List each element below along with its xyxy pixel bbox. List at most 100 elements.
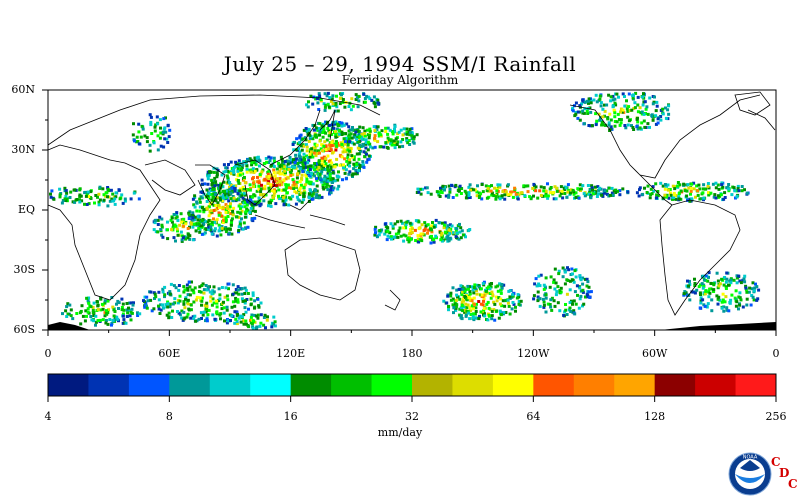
rain-pixel	[255, 326, 258, 330]
rain-pixel	[440, 231, 444, 235]
rain-pixel	[205, 206, 209, 210]
rain-pixel	[451, 303, 455, 307]
rain-pixel	[218, 293, 222, 297]
rain-pixel	[259, 321, 263, 325]
rain-pixel	[645, 191, 649, 194]
rain-pixel	[463, 289, 467, 293]
rain-pixel	[338, 96, 342, 100]
rain-pixel	[721, 292, 725, 296]
rain-pixel	[328, 172, 332, 176]
rain-pixel	[210, 223, 214, 227]
rain-pixel	[173, 297, 177, 301]
rain-pixel	[468, 196, 472, 199]
rain-pixel	[495, 299, 499, 303]
rain-pixel	[162, 306, 166, 310]
rain-pixel	[405, 220, 409, 224]
rain-pixel	[345, 122, 349, 126]
rain-pixel	[236, 210, 240, 214]
rain-pixel	[371, 146, 375, 150]
rain-pixel	[553, 304, 557, 308]
rain-pixel	[327, 169, 331, 173]
rain-pixel	[264, 157, 268, 160]
rain-pixel	[299, 183, 303, 187]
rain-pixel	[210, 181, 214, 185]
rain-pixel	[211, 192, 215, 196]
rain-pixel	[261, 168, 265, 172]
rain-pixel	[295, 191, 298, 195]
rain-pixel	[304, 175, 308, 178]
rain-pixel	[149, 120, 153, 124]
rain-pixel	[467, 185, 471, 189]
rain-pixel	[484, 184, 488, 188]
rain-pixel	[627, 92, 631, 96]
rain-pixel	[352, 142, 356, 146]
rain-pixel	[429, 192, 433, 196]
rain-pixel	[315, 143, 319, 147]
rain-pixel	[560, 189, 564, 193]
cdc-letter-c1: C	[771, 455, 781, 469]
rain-pixel	[254, 162, 258, 166]
rain-pixel	[315, 168, 319, 172]
rain-pixel	[644, 107, 648, 111]
rain-pixel	[488, 287, 492, 291]
rain-pixel	[461, 309, 465, 313]
rain-pixel	[573, 312, 577, 316]
rain-pixel	[284, 183, 288, 187]
rain-pixel	[191, 197, 195, 201]
rain-pixel	[350, 173, 354, 177]
rain-pixel	[125, 302, 129, 305]
rain-pixel	[340, 93, 343, 97]
rain-pixel	[304, 165, 308, 169]
rain-pixel	[106, 299, 110, 303]
rain-pixel	[191, 216, 195, 220]
rain-pixel	[445, 301, 449, 305]
rain-pixel	[106, 204, 110, 208]
rain-pixel	[116, 317, 120, 321]
rain-pixel	[390, 130, 394, 134]
rain-pixel	[298, 180, 302, 183]
rain-pixel	[176, 310, 179, 313]
rain-pixel	[459, 306, 463, 310]
rain-pixel	[328, 175, 332, 179]
rain-pixel	[137, 197, 141, 201]
rain-pixel	[578, 276, 582, 280]
rain-pixel	[172, 284, 176, 288]
rain-pixel	[171, 302, 175, 306]
rain-pixel	[205, 304, 209, 308]
rain-pixel	[386, 132, 390, 136]
rain-pixel	[549, 298, 553, 302]
rain-pixel	[749, 303, 753, 307]
rain-pixel	[132, 301, 135, 305]
rain-pixel	[619, 107, 623, 111]
rain-pixel	[157, 298, 161, 302]
rain-pixel	[340, 133, 344, 136]
rain-pixel	[314, 126, 318, 130]
rain-pixel	[430, 224, 434, 228]
rain-pixel	[198, 197, 202, 201]
rain-pixel	[106, 322, 110, 326]
rain-pixel	[564, 308, 568, 312]
rain-pixel	[512, 302, 516, 306]
rain-pixel	[280, 197, 284, 200]
north-america-coast	[569, 94, 761, 179]
colorbar-swatch	[492, 374, 534, 396]
rain-pixel	[302, 194, 306, 198]
rain-pixel	[324, 157, 328, 161]
rain-pixel	[411, 136, 415, 140]
rain-pixel	[244, 288, 248, 292]
rain-pixel	[603, 189, 607, 192]
rain-pixel	[667, 196, 671, 200]
rain-pixel	[249, 195, 253, 199]
rain-pixel	[276, 177, 279, 181]
rain-pixel	[215, 217, 219, 221]
rain-pixel	[139, 135, 143, 139]
rain-pixel	[226, 215, 230, 218]
rain-pixel	[698, 291, 702, 295]
lon-label: 0	[44, 347, 52, 360]
rain-pixel	[500, 283, 504, 286]
rain-pixel	[311, 123, 315, 127]
rain-pixel	[222, 300, 225, 304]
rain-pixel	[223, 319, 226, 323]
rain-pixel	[145, 304, 148, 308]
rain-pixel	[477, 300, 481, 303]
